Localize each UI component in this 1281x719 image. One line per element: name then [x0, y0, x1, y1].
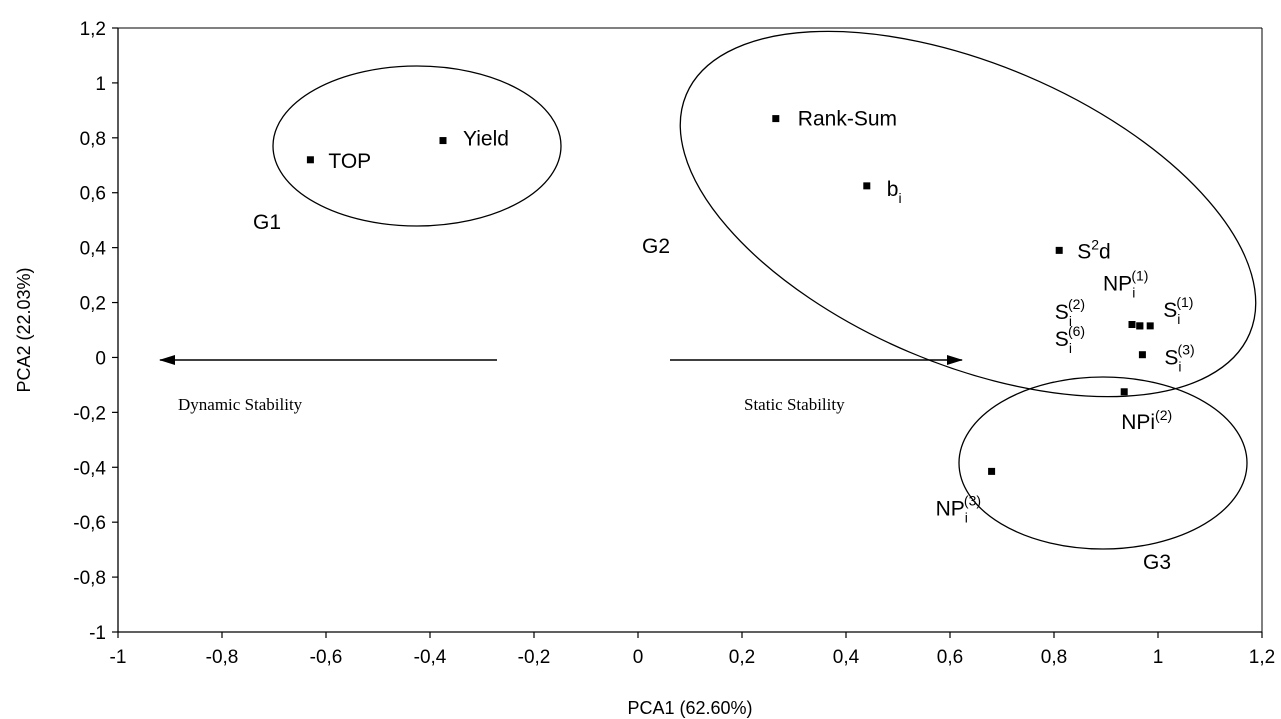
point-label: Yield — [463, 128, 509, 151]
data-point — [772, 115, 780, 123]
y-tick-label: -0,4 — [73, 458, 106, 479]
data-point — [1146, 322, 1154, 330]
x-tick-label: -0,2 — [518, 647, 551, 668]
data-point — [306, 156, 314, 164]
y-tick-label: 0,4 — [80, 239, 107, 260]
group-g2-ellipse — [679, 30, 1257, 398]
point-label: Si(1) — [1163, 294, 1193, 327]
stability-arrows: Dynamic Stability Static Stability — [159, 355, 963, 414]
y-tick-label: 0,2 — [80, 294, 106, 315]
static-stability-label: Static Stability — [744, 395, 845, 414]
x-tick-label: 0,4 — [833, 647, 860, 668]
x-ticks: -1 -0,8 -0,6 -0,4 -0,2 0 0,2 0,4 0,6 0,8 1 1,2 — [110, 632, 1275, 668]
group-g1-label: G1 — [253, 211, 281, 234]
point-labels: TOP Yield Rank-Sum bi S2d NPi(1) Si(2) Si(1) Si(… — [328, 108, 1194, 526]
point-label: NPi(2) — [1121, 407, 1172, 434]
x-tick-label: 0 — [633, 647, 644, 668]
y-tick-label: 0,6 — [80, 184, 106, 205]
data-point — [1055, 246, 1063, 254]
y-ticks: 1,2 1 0,8 0,6 0,4 0,2 0 -0,2 -0,4 -0,6 -0,8 -1 — [73, 19, 118, 644]
point-label: Rank-Sum — [798, 108, 897, 131]
data-point — [863, 182, 871, 190]
x-tick-label: -0,6 — [310, 647, 343, 668]
cluster-ellipses: G1 G2 G3 — [253, 30, 1257, 574]
y-tick-label: -0,2 — [73, 403, 106, 424]
x-tick-label: 1,2 — [1249, 647, 1275, 668]
point-label: Si(3) — [1164, 342, 1194, 375]
point-label: NPi(1) — [1103, 268, 1148, 301]
group-g3-ellipse — [958, 376, 1248, 550]
group-g1-ellipse — [272, 65, 562, 227]
y-axis-label: PCA2 (22.03%) — [14, 267, 34, 392]
x-axis-label: PCA1 (62.60%) — [627, 698, 752, 718]
point-label: Si(2) — [1055, 296, 1085, 329]
y-tick-label: -1 — [89, 623, 106, 644]
axes — [117, 27, 1263, 633]
x-tick-label: 1 — [1153, 647, 1164, 668]
point-label: S2d — [1077, 236, 1111, 263]
y-tick-label: 0,8 — [80, 129, 106, 150]
data-point — [1120, 388, 1128, 396]
data-point — [439, 137, 447, 145]
data-point — [1138, 351, 1146, 359]
y-tick-label: 1 — [95, 74, 106, 95]
y-tick-label: 0 — [95, 348, 106, 369]
point-label: Si(6) — [1055, 323, 1085, 356]
dynamic-stability-label: Dynamic Stability — [178, 395, 303, 414]
data-point — [988, 467, 996, 475]
data-point — [1136, 322, 1144, 330]
x-tick-label: -1 — [110, 647, 127, 668]
group-g2-label: G2 — [642, 235, 670, 258]
x-tick-label: 0,2 — [729, 647, 755, 668]
point-label: TOP — [328, 150, 371, 173]
y-tick-label: -0,6 — [73, 513, 106, 534]
x-tick-label: 0,8 — [1041, 647, 1067, 668]
y-tick-label: -0,8 — [73, 568, 106, 589]
x-tick-label: -0,8 — [206, 647, 239, 668]
x-tick-label: 0,6 — [937, 647, 963, 668]
x-tick-label: -0,4 — [414, 647, 447, 668]
point-label: NPi(3) — [936, 492, 981, 525]
y-tick-label: 1,2 — [80, 19, 106, 40]
point-label: bi — [887, 178, 902, 206]
data-points — [306, 115, 1154, 475]
data-point — [1128, 321, 1136, 329]
group-g3-label: G3 — [1143, 551, 1171, 574]
